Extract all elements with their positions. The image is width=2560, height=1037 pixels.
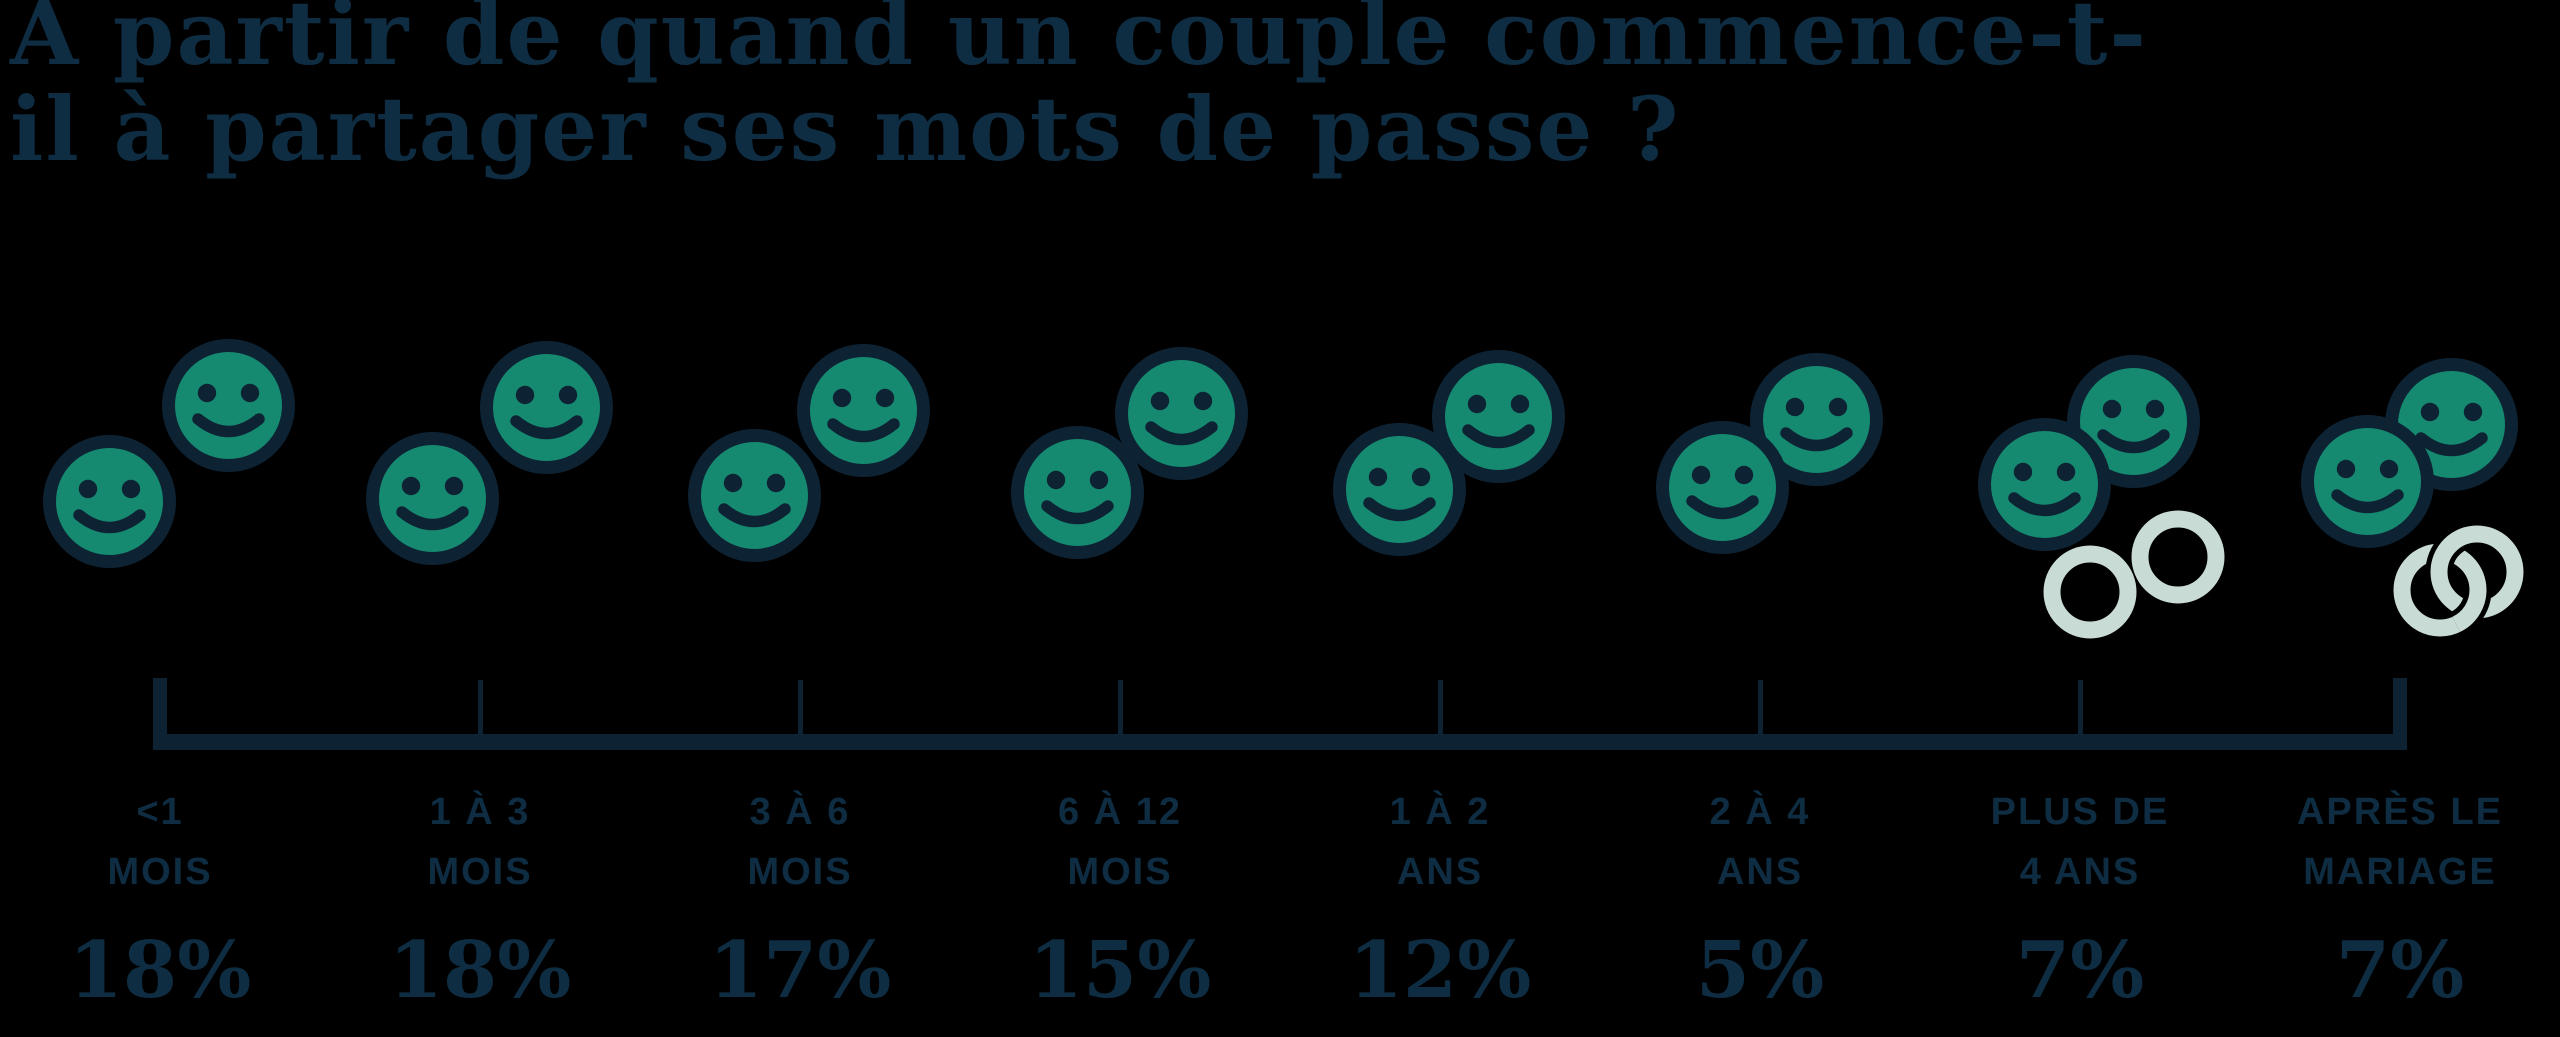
smiley-left-icon [43, 434, 176, 568]
category-label-line2: MOIS [747, 851, 853, 893]
category-label-line1: 1 À 3 [429, 791, 531, 833]
smiley-left-icon [1333, 423, 1466, 557]
couple-smileys-icon [1315, 330, 1565, 650]
smiley-right-icon [162, 338, 295, 472]
smiley-left-icon [688, 428, 821, 562]
smiley-left-icon [1978, 417, 2111, 551]
value-label: 18% [68, 925, 252, 1016]
axis-tick [797, 680, 803, 734]
smiley-left-icon [2300, 414, 2434, 548]
couple-smileys-icon [995, 330, 1248, 650]
category-label: 2 À 4 ANS [1600, 782, 1920, 902]
category-label-line1: 3 À 6 [749, 791, 851, 833]
value-label: 7% [2335, 925, 2465, 1016]
timeline-axis [153, 678, 2407, 750]
axis-tick [477, 680, 483, 734]
category-column: 1 À 3 MOIS 18% [320, 330, 640, 1037]
smiley-right-icon [1749, 352, 1883, 486]
chart-area: <1 MOIS 18% 1 À 3 MOIS 18% 3 À 6 MOIS 17… [0, 330, 2560, 1037]
category-label-line1: APRÈS LE [2296, 791, 2504, 833]
category-label: APRÈS LE MARIAGE [2240, 782, 2560, 902]
wedding-rings-separate-icon [2043, 510, 2225, 639]
category-column: APRÈS LE MARIAGE 7% [2240, 330, 2560, 1037]
smiley-left-icon [1010, 426, 1144, 560]
category-label: 1 À 2 ANS [1280, 782, 1600, 902]
value-label: 15% [1028, 925, 1212, 1016]
category-column: 1 À 2 ANS 12% [1280, 330, 1600, 1037]
couple-smileys-icon [1635, 330, 1885, 650]
smiley-right-icon [479, 341, 613, 475]
category-label-line2: MOIS [427, 851, 533, 893]
category-label-line1: 1 À 2 [1389, 791, 1491, 833]
smiley-right-icon [1432, 349, 1565, 483]
category-label: 3 À 6 MOIS [640, 782, 960, 902]
value-label: 17% [708, 925, 892, 1016]
smiley-left-icon [1655, 420, 1789, 554]
category-label-line2: ANS [1396, 851, 1484, 893]
chart-title: À partir de quand un couple commence-t-i… [10, 0, 2550, 178]
couple-smileys-icon [675, 330, 930, 650]
value-label: 5% [1695, 925, 1825, 1016]
value-label: 18% [388, 925, 572, 1016]
couple-smileys-icon [355, 330, 613, 650]
category-label: <1 MOIS [0, 782, 320, 902]
category-label-line2: ANS [1716, 851, 1804, 893]
category-label-line1: 6 À 12 [1058, 791, 1182, 833]
category-column: 3 À 6 MOIS 17% [640, 330, 960, 1037]
category-label-line1: <1 [136, 791, 184, 833]
smiley-right-icon [1114, 346, 1248, 480]
category-label-line2: MOIS [1067, 851, 1173, 893]
smiley-right-icon [797, 344, 930, 478]
category-column: <1 MOIS 18% [0, 330, 320, 1037]
category-label: 1 À 3 MOIS [320, 782, 640, 902]
axis-right-cap [2393, 678, 2407, 750]
chart-title-line2: il à partager ses mots de passe ? [10, 76, 1681, 181]
axis-baseline [153, 734, 2407, 750]
category-label-line1: 2 À 4 [1709, 791, 1811, 833]
category-label-line1: PLUS DE [1990, 791, 2170, 833]
smiley-right-icon [2067, 355, 2200, 489]
category-label: 6 À 12 MOIS [960, 782, 1280, 902]
couple-smileys-icon [2275, 330, 2529, 650]
couple-smileys-icon [35, 330, 295, 650]
axis-tick [1757, 680, 1763, 734]
value-label: 12% [1348, 925, 1532, 1016]
category-label-line2: 4 ANS [2019, 851, 2141, 893]
axis-tick [2077, 680, 2083, 734]
value-label: 7% [2015, 925, 2145, 1016]
wedding-rings-interlocked-icon [2393, 520, 2529, 637]
couple-smileys-icon [1955, 330, 2225, 650]
category-label-line2: MARIAGE [2303, 851, 2497, 893]
smiley-left-icon [365, 431, 499, 565]
category-label-line2: MOIS [107, 851, 213, 893]
category-column: 2 À 4 ANS 5% [1600, 330, 1920, 1037]
axis-tick [1117, 680, 1123, 734]
axis-tick [1437, 680, 1443, 734]
axis-left-cap [153, 678, 167, 750]
category-column: PLUS DE 4 ANS 7% [1920, 330, 2240, 1037]
chart-title-line1: À partir de quand un couple commence-t- [10, 0, 2148, 85]
category-column: 6 À 12 MOIS 15% [960, 330, 1280, 1037]
category-label: PLUS DE 4 ANS [1920, 782, 2240, 902]
